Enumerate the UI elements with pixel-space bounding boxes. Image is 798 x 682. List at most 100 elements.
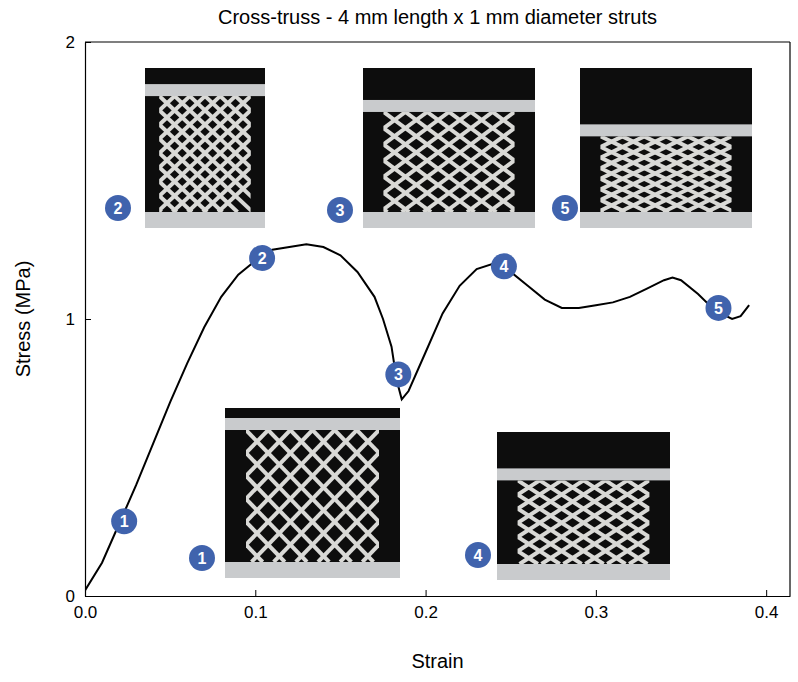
lattice [518, 480, 649, 564]
marker-badge: 5 [705, 295, 731, 321]
strut [205, 96, 251, 212]
top-plate [580, 124, 752, 136]
strut [685, 136, 732, 212]
y-tick: 1 [66, 310, 91, 329]
x-tick-label: 0.3 [585, 603, 609, 622]
strut [541, 480, 649, 564]
top-plate [497, 468, 670, 480]
strut [402, 112, 515, 212]
badge-circle [465, 542, 491, 568]
badge-label: 1 [120, 513, 129, 530]
marker-badge: 4 [465, 542, 491, 568]
top-plate [363, 100, 535, 112]
x-tick-mark [255, 590, 256, 596]
lattice [159, 96, 250, 212]
strut [663, 136, 731, 212]
frame [85, 41, 790, 42]
x-tick-mark [596, 590, 597, 596]
x-axis-title: Strain [411, 650, 463, 672]
strut [384, 112, 449, 212]
strut [340, 430, 379, 562]
x-tick-label: 0.0 [74, 603, 98, 622]
y-axis: 0 1 2 [66, 33, 91, 606]
x-tick: 0.4 [755, 590, 779, 622]
marker-badge: 5 [552, 195, 578, 221]
strut [707, 136, 732, 212]
y-tick-label: 1 [66, 310, 75, 329]
strut [159, 96, 205, 212]
lattice [246, 430, 379, 562]
y-tick-mark [85, 596, 91, 597]
stress-strain-line [85, 244, 749, 590]
specimen-photo [125, 432, 798, 580]
strut [518, 480, 628, 564]
bottom-plate [580, 212, 752, 228]
x-tick: 0.2 [414, 590, 438, 622]
badge-circle [327, 197, 353, 223]
strut [518, 480, 582, 564]
strut [489, 112, 515, 212]
badge-label: 3 [336, 202, 345, 219]
badge-circle [111, 508, 137, 534]
x-axis: 0.0 0.1 0.2 0.3 0.4 [74, 590, 791, 622]
strut [423, 112, 514, 212]
badge-label: 2 [258, 250, 267, 267]
badge-label: 4 [474, 547, 483, 564]
strut [313, 430, 380, 562]
chart-title: Cross-truss - 4 mm length x 1 mm diamete… [218, 6, 657, 28]
top-plate [145, 84, 265, 96]
lattice [384, 112, 515, 212]
x-tick-label: 0.2 [414, 603, 438, 622]
specimen-photo [0, 68, 780, 228]
strut [584, 480, 650, 564]
x-axis-line [86, 596, 791, 597]
x-tick: 0.1 [244, 590, 268, 622]
strut [203, 96, 251, 212]
x-tick: 0.3 [585, 590, 609, 622]
strut [511, 112, 515, 212]
strut [518, 480, 584, 564]
y-tick: 0 [66, 587, 91, 606]
plot-area [85, 244, 749, 590]
badge-circle [249, 245, 275, 271]
chart: Cross-truss - 4 mm length x 1 mm diamete… [0, 0, 798, 682]
strut [246, 430, 307, 562]
strut [449, 112, 514, 212]
y-tick-mark [85, 42, 91, 43]
badge-label: 4 [499, 258, 508, 275]
x-tick-mark [426, 590, 427, 596]
y-tick-label: 0 [66, 587, 75, 606]
y-tick: 2 [66, 33, 91, 52]
bottom-plate [145, 212, 265, 228]
bottom-plate [497, 564, 670, 580]
marker-badge: 2 [249, 245, 275, 271]
x-tick-mark [766, 590, 767, 596]
marker-badge: 1 [189, 545, 215, 571]
top-plate [225, 418, 400, 430]
specimen-photo [184, 68, 798, 228]
bottom-plate [225, 562, 400, 578]
marker-badge: 3 [327, 197, 353, 223]
strut [246, 430, 313, 562]
bottom-plate [363, 212, 535, 228]
badge-label: 1 [198, 550, 207, 567]
badge-circle [189, 545, 215, 571]
badge-circle [105, 195, 131, 221]
frame [789, 42, 790, 596]
lattice [601, 136, 732, 212]
badge-label: 5 [561, 200, 570, 217]
strut [384, 112, 515, 212]
badge-label: 3 [394, 366, 403, 383]
marker-badge: 2 [105, 195, 131, 221]
marker-badge: 4 [491, 253, 517, 279]
strut [274, 430, 379, 562]
marker-badge: 1 [111, 508, 137, 534]
x-tick-label: 0.4 [755, 603, 779, 622]
strut [607, 480, 649, 564]
strut [629, 480, 649, 564]
strut [318, 430, 379, 562]
badge-label: 5 [714, 300, 723, 317]
strut [362, 430, 379, 562]
strut [585, 480, 649, 564]
marker-badge: 3 [385, 361, 411, 387]
